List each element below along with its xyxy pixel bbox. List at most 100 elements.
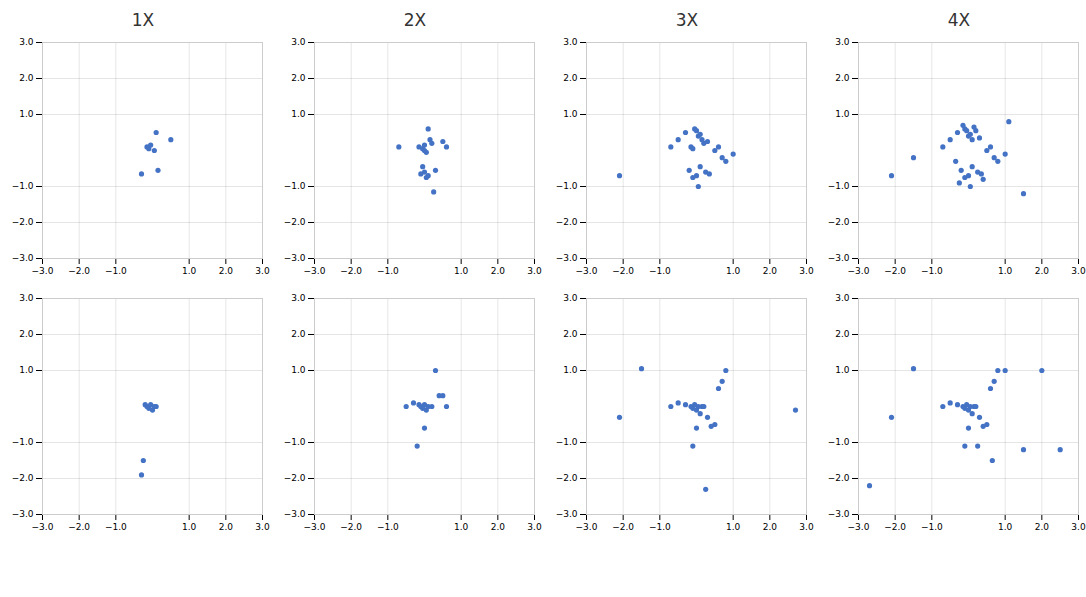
svg-text:3.0: 3.0 [19,37,34,47]
svg-text:2.0: 2.0 [763,522,778,532]
svg-text:3.0: 3.0 [563,293,578,303]
svg-text:2.0: 2.0 [835,329,850,339]
svg-text:−2.0: −2.0 [828,217,850,227]
svg-text:3.0: 3.0 [1071,266,1086,276]
svg-text:−2.0: −2.0 [68,266,90,276]
svg-text:2.0: 2.0 [563,329,578,339]
svg-text:3.0: 3.0 [835,37,850,47]
svg-text:−1.0: −1.0 [284,437,306,447]
svg-text:−1.0: −1.0 [649,266,671,276]
svg-text:2.0: 2.0 [219,522,234,532]
svg-text:2.0: 2.0 [291,329,306,339]
svg-text:−1.0: −1.0 [649,522,671,532]
svg-text:1.0: 1.0 [454,266,469,276]
svg-text:3.0: 3.0 [255,266,270,276]
svg-text:−2.0: −2.0 [612,266,634,276]
svg-text:3.0: 3.0 [19,293,34,303]
svg-text:1.0: 1.0 [835,109,850,119]
svg-text:−2.0: −2.0 [828,473,850,483]
svg-text:−3.0: −3.0 [848,522,870,532]
svg-text:1.0: 1.0 [19,365,34,375]
html-text:3X: 3X [675,10,699,30]
svg-text:1.0: 1.0 [182,522,197,532]
svg-text:−1.0: −1.0 [105,522,127,532]
html-text:1X: 1X [131,10,155,30]
svg-text:−1.0: −1.0 [284,181,306,191]
svg-text:2.0: 2.0 [1035,266,1050,276]
svg-text:2.0: 2.0 [19,329,34,339]
svg-text:2.0: 2.0 [491,266,506,276]
svg-text:2.0: 2.0 [763,266,778,276]
svg-text:−2.0: −2.0 [12,217,34,227]
svg-text:3.0: 3.0 [255,522,270,532]
svg-text:−1.0: −1.0 [556,437,578,447]
svg-text:−2.0: −2.0 [68,522,90,532]
svg-text:−1.0: −1.0 [556,181,578,191]
svg-text:−3.0: −3.0 [284,509,306,519]
svg-text:3.0: 3.0 [291,293,306,303]
svg-text:−3.0: −3.0 [576,522,598,532]
svg-text:−2.0: −2.0 [284,473,306,483]
svg-text:−2.0: −2.0 [340,522,362,532]
svg-text:2.0: 2.0 [835,73,850,83]
svg-text:−2.0: −2.0 [284,217,306,227]
svg-text:−3.0: −3.0 [556,253,578,263]
svg-text:−1.0: −1.0 [377,266,399,276]
svg-text:1.0: 1.0 [726,266,741,276]
svg-text:2.0: 2.0 [491,522,506,532]
svg-text:3.0: 3.0 [563,37,578,47]
svg-text:3.0: 3.0 [527,266,542,276]
svg-text:−1.0: −1.0 [921,266,943,276]
svg-text:2.0: 2.0 [19,73,34,83]
svg-text:2.0: 2.0 [1035,522,1050,532]
svg-text:1.0: 1.0 [726,522,741,532]
svg-text:−3.0: −3.0 [284,253,306,263]
svg-text:3.0: 3.0 [1071,522,1086,532]
html-text:4X: 4X [947,10,971,30]
svg-text:1.0: 1.0 [998,266,1013,276]
svg-text:2.0: 2.0 [563,73,578,83]
svg-text:−3.0: −3.0 [32,522,54,532]
svg-text:1.0: 1.0 [454,522,469,532]
svg-text:−3.0: −3.0 [304,266,326,276]
svg-text:−3.0: −3.0 [12,509,34,519]
svg-text:3.0: 3.0 [799,266,814,276]
svg-text:2.0: 2.0 [219,266,234,276]
svg-text:−2.0: −2.0 [556,473,578,483]
svg-text:−2.0: −2.0 [612,522,634,532]
svg-text:−2.0: −2.0 [884,522,906,532]
svg-text:−3.0: −3.0 [848,266,870,276]
svg-text:−1.0: −1.0 [921,522,943,532]
svg-text:2.0: 2.0 [291,73,306,83]
svg-text:−2.0: −2.0 [556,217,578,227]
svg-text:−1.0: −1.0 [12,437,34,447]
svg-text:−1.0: −1.0 [105,266,127,276]
svg-text:1.0: 1.0 [998,522,1013,532]
svg-text:3.0: 3.0 [799,522,814,532]
svg-text:−3.0: −3.0 [828,509,850,519]
svg-text:1.0: 1.0 [291,365,306,375]
svg-text:−2.0: −2.0 [340,266,362,276]
svg-text:−3.0: −3.0 [12,253,34,263]
svg-text:1.0: 1.0 [19,109,34,119]
svg-text:1.0: 1.0 [291,109,306,119]
svg-text:−3.0: −3.0 [576,266,598,276]
svg-text:1.0: 1.0 [835,365,850,375]
svg-text:−3.0: −3.0 [304,522,326,532]
svg-text:3.0: 3.0 [291,37,306,47]
svg-text:1.0: 1.0 [563,365,578,375]
svg-text:−1.0: −1.0 [377,522,399,532]
svg-text:3.0: 3.0 [835,293,850,303]
svg-text:−2.0: −2.0 [884,266,906,276]
svg-text:−1.0: −1.0 [828,437,850,447]
svg-text:3.0: 3.0 [527,522,542,532]
svg-text:−3.0: −3.0 [32,266,54,276]
html-text:2X: 2X [403,10,427,30]
svg-text:−1.0: −1.0 [12,181,34,191]
svg-text:−3.0: −3.0 [556,509,578,519]
svg-text:1.0: 1.0 [563,109,578,119]
svg-text:1.0: 1.0 [182,266,197,276]
svg-text:−2.0: −2.0 [12,473,34,483]
svg-text:−3.0: −3.0 [828,253,850,263]
svg-text:−1.0: −1.0 [828,181,850,191]
